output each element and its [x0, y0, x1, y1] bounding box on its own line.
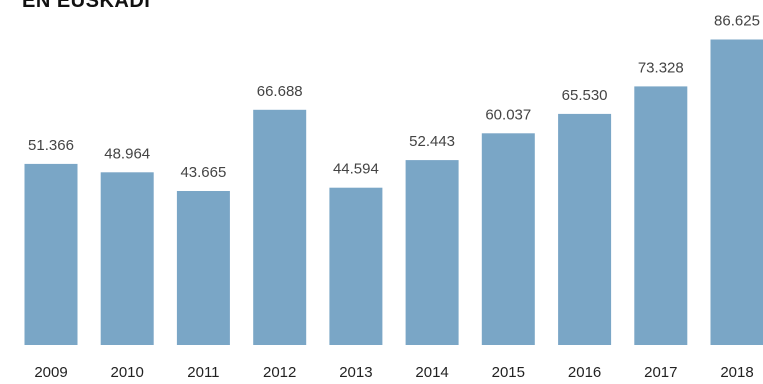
bar-2013: [329, 187, 383, 345]
bar-2014: [405, 160, 459, 345]
x-tick-2017: 2017: [644, 364, 677, 381]
data-label-2017: 73.328: [638, 59, 684, 76]
x-tick-2014: 2014: [415, 364, 448, 381]
data-label-2014: 52.443: [409, 133, 455, 150]
bar-2009: [24, 163, 78, 345]
bar-2015: [481, 133, 535, 345]
bar-2016: [558, 113, 612, 346]
bar-2017: [634, 86, 688, 346]
x-tick-2012: 2012: [263, 364, 296, 381]
x-axis-ticks: 2009 2010 2011 2012 2013 2014 2015 2016 2017 2018: [34, 364, 753, 381]
x-tick-2010: 2010: [111, 364, 144, 381]
data-label-2012: 66.688: [257, 83, 303, 100]
x-tick-2011: 2011: [187, 364, 219, 381]
data-label-2018: 86.625: [714, 13, 760, 30]
x-tick-2018: 2018: [720, 364, 753, 381]
chart-title: EN EUSKADI: [22, 0, 151, 12]
x-tick-2009: 2009: [34, 364, 67, 381]
data-label-2011: 43.665: [180, 164, 226, 181]
data-label-2010: 48.964: [104, 145, 150, 162]
bar-2012: [253, 109, 307, 345]
data-label-2015: 60.037: [485, 106, 531, 123]
data-label-2013: 44.594: [333, 161, 379, 178]
bar-2010: [100, 172, 154, 345]
x-tick-2013: 2013: [339, 364, 372, 381]
bar-2018: [710, 39, 763, 345]
data-labels-layer: 51.366 48.964 43.665 66.688 44.594 52.443 60.0…: [28, 13, 760, 182]
x-tick-2016: 2016: [568, 364, 601, 381]
data-label-2016: 65.530: [562, 87, 608, 104]
x-tick-2015: 2015: [492, 364, 525, 381]
data-label-2009: 51.366: [28, 137, 74, 154]
bar-2011: [176, 191, 230, 345]
bars-layer: [24, 39, 763, 346]
